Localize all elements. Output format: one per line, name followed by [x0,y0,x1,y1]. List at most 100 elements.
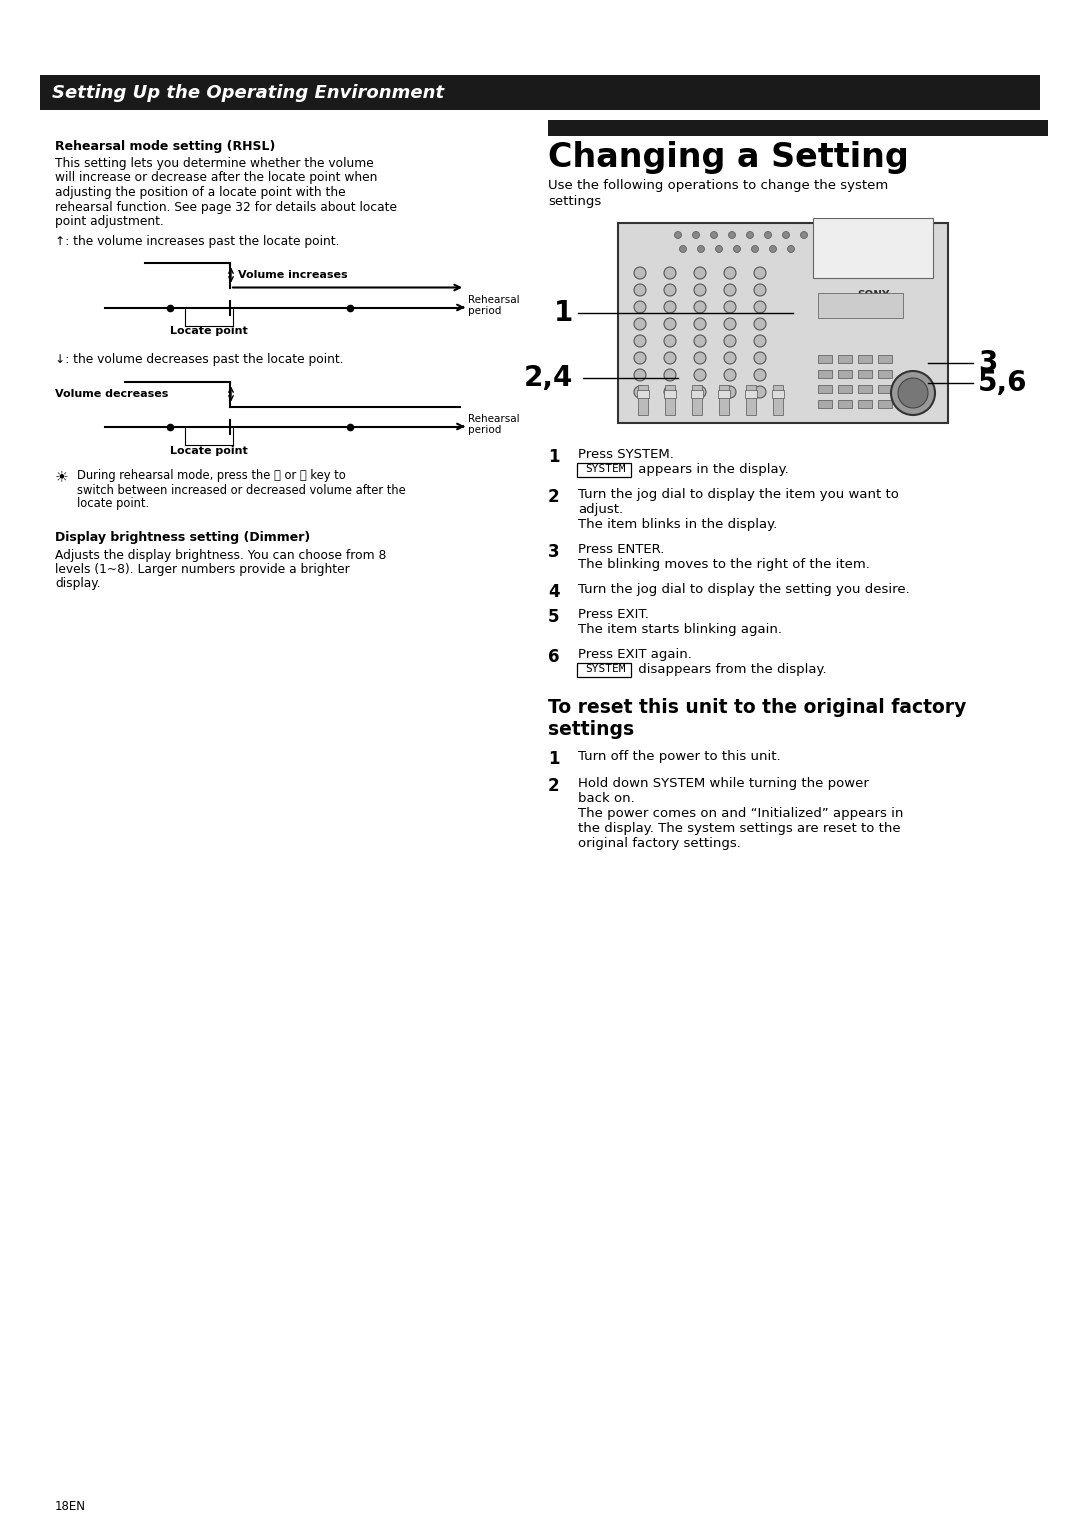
Bar [818,400,832,408]
Bar [838,385,852,393]
Bar [878,385,892,393]
Circle shape [664,387,676,397]
Circle shape [724,387,735,397]
Circle shape [724,335,735,347]
Circle shape [765,232,771,238]
Circle shape [754,301,766,313]
Bar [664,390,676,397]
Bar [637,390,649,397]
Text: 3: 3 [978,348,997,377]
Circle shape [664,318,676,330]
Text: disappears from the display.: disappears from the display. [634,663,826,675]
Text: Turn off the power to this unit.: Turn off the power to this unit. [578,750,781,762]
Text: Adjusts the display brightness. You can choose from 8: Adjusts the display brightness. You can … [55,549,387,561]
Bar [618,223,948,423]
Text: Turn the jog dial to display the item you want to: Turn the jog dial to display the item yo… [578,487,899,501]
Text: 1: 1 [554,299,573,327]
Text: locate point.: locate point. [77,498,149,510]
Circle shape [634,368,646,380]
Text: Press EXIT again.: Press EXIT again. [578,648,692,662]
Text: 6: 6 [548,648,559,666]
Text: 4: 4 [548,584,559,601]
Circle shape [754,267,766,280]
Circle shape [634,284,646,296]
Circle shape [769,246,777,252]
Bar [878,400,892,408]
Bar [838,370,852,377]
Text: switch between increased or decreased volume after the: switch between increased or decreased vo… [77,483,406,497]
Text: Use the following operations to change the system: Use the following operations to change t… [548,179,888,193]
Text: back on.: back on. [578,792,635,805]
Text: The power comes on and “Initialized” appears in: The power comes on and “Initialized” app… [578,807,903,821]
Circle shape [724,301,735,313]
Bar [665,385,675,416]
Circle shape [694,301,706,313]
Circle shape [664,267,676,280]
Text: original factory settings.: original factory settings. [578,837,741,850]
Circle shape [694,387,706,397]
Text: The blinking moves to the right of the item.: The blinking moves to the right of the i… [578,558,869,571]
Circle shape [694,368,706,380]
Bar [772,390,784,397]
Text: Changing a Setting: Changing a Setting [548,141,908,174]
Text: ↑: the volume increases past the locate point.: ↑: the volume increases past the locate … [55,234,339,248]
Text: the display. The system settings are reset to the: the display. The system settings are res… [578,822,901,834]
Circle shape [724,267,735,280]
Text: levels (1~8). Larger numbers provide a brighter: levels (1~8). Larger numbers provide a b… [55,562,350,576]
Bar [773,385,783,416]
Circle shape [694,284,706,296]
Text: Volume decreases: Volume decreases [55,390,168,399]
Bar [818,385,832,393]
Text: SYSTEM: SYSTEM [584,465,625,474]
Circle shape [724,368,735,380]
Circle shape [675,232,681,238]
Bar [813,219,933,278]
Circle shape [634,267,646,280]
Text: Press SYSTEM.: Press SYSTEM. [578,448,674,461]
Bar [746,385,756,416]
Circle shape [634,351,646,364]
Text: Display brightness setting (Dimmer): Display brightness setting (Dimmer) [55,532,310,544]
Bar [691,390,703,397]
Circle shape [800,232,808,238]
Bar [858,400,872,408]
Text: adjust.: adjust. [578,503,623,516]
Text: The item blinks in the display.: The item blinks in the display. [578,518,778,532]
Circle shape [754,351,766,364]
Bar [858,354,872,364]
Bar [638,385,648,416]
Circle shape [634,301,646,313]
Bar [718,390,730,397]
Circle shape [724,284,735,296]
Text: Volume increases: Volume increases [238,270,348,280]
Circle shape [634,387,646,397]
Bar [692,385,702,416]
Text: SYSTEM: SYSTEM [584,665,625,674]
Text: 3: 3 [548,542,559,561]
Bar [818,370,832,377]
Circle shape [754,318,766,330]
Text: 2: 2 [548,487,559,506]
Text: ☀: ☀ [55,469,69,484]
Text: SONY: SONY [856,290,889,299]
Bar [838,400,852,408]
Bar [577,663,631,677]
Circle shape [752,246,758,252]
Circle shape [715,246,723,252]
Circle shape [694,335,706,347]
Text: Press ENTER.: Press ENTER. [578,542,664,556]
Text: Press EXIT.: Press EXIT. [578,608,649,620]
Text: ↓: the volume decreases past the locate point.: ↓: the volume decreases past the locate … [55,353,343,367]
Bar [548,121,1048,136]
Circle shape [733,246,741,252]
Text: 2: 2 [548,778,559,795]
Circle shape [783,232,789,238]
Text: display.: display. [55,578,100,590]
Circle shape [754,387,766,397]
Text: Hold down SYSTEM while turning the power: Hold down SYSTEM while turning the power [578,778,869,790]
Text: rehearsal function. See page 32 for details about locate: rehearsal function. See page 32 for deta… [55,200,397,214]
Bar [818,293,903,318]
Circle shape [787,246,795,252]
Bar [858,370,872,377]
Bar [577,463,631,477]
